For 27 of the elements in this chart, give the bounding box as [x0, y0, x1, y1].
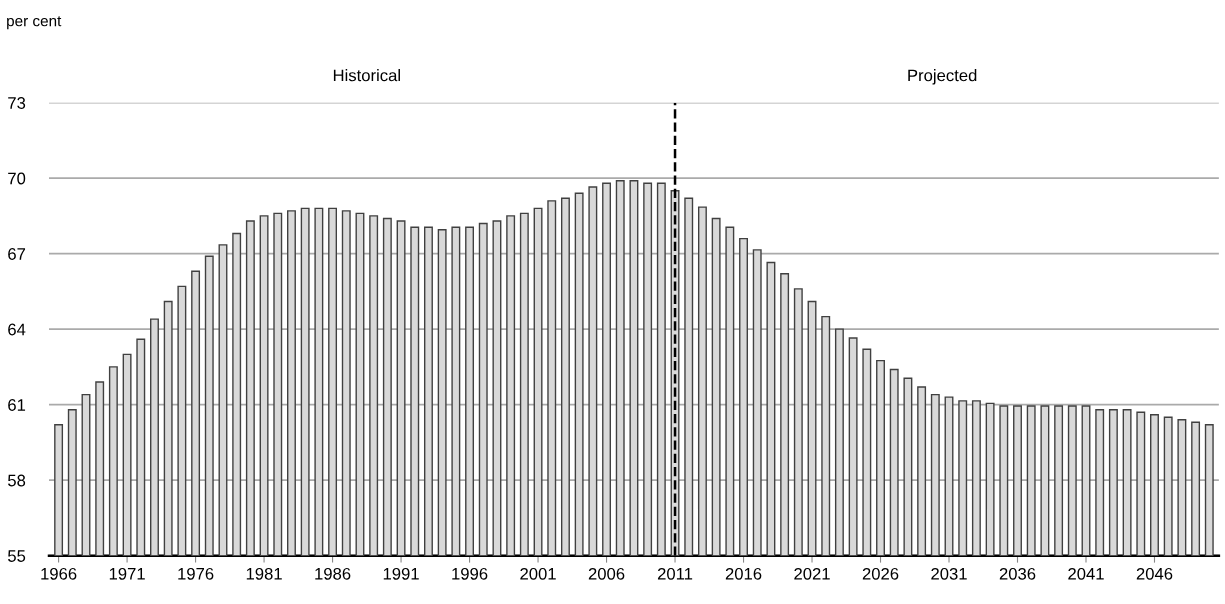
- y-axis-title: per cent: [7, 16, 62, 30]
- x-tick-label: 1991: [383, 567, 419, 580]
- y-tick-label: 67: [8, 248, 26, 260]
- x-tick-label: 2006: [588, 567, 625, 580]
- x-tick-label: 2021: [794, 567, 830, 580]
- x-tick-label: 1966: [41, 567, 77, 580]
- x-tick-label: 1981: [246, 567, 282, 580]
- text: Projected: [908, 69, 977, 85]
- y-tick-label: 61: [8, 399, 26, 411]
- x-tick-label: 1996: [452, 567, 488, 580]
- x-tick-label: 2036: [999, 567, 1036, 580]
- x-tick-label: 2016: [725, 567, 762, 580]
- y-tick-label: 58: [8, 474, 26, 487]
- y-tick-label: 64: [8, 323, 26, 336]
- y-tick-label: 70: [8, 172, 26, 185]
- y-tick-label: 55: [8, 550, 26, 562]
- x-tick-label: 1976: [178, 567, 214, 580]
- x-tick-label: 2031: [931, 567, 967, 580]
- x-tick-label: 2046: [1136, 567, 1173, 580]
- x-tick-label: 2001: [520, 567, 556, 580]
- x-tick-label: 1986: [315, 567, 351, 580]
- x-tick-label: 2011: [657, 567, 693, 580]
- y-tick-label: 73: [8, 97, 26, 109]
- x-tick-label: 2026: [862, 567, 899, 580]
- text: Historical: [333, 69, 400, 82]
- x-tick-label: 2041: [1068, 567, 1104, 580]
- x-tick-label: 1971: [109, 567, 145, 580]
